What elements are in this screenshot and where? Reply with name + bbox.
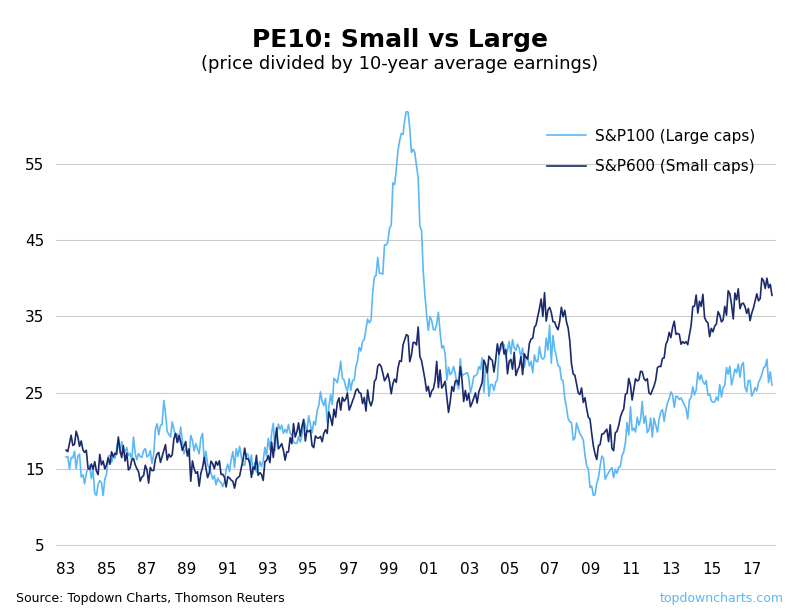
S&P600 (Small caps) xyxy=(738,300,748,307)
S&P100 (Large caps) xyxy=(767,381,777,389)
S&P600 (Small caps) xyxy=(378,369,388,376)
S&P600 (Small caps) xyxy=(230,484,239,492)
Line: S&P600 (Small caps): S&P600 (Small caps) xyxy=(66,278,772,488)
S&P100 (Large caps) xyxy=(414,174,423,182)
S&P100 (Large caps) xyxy=(646,414,655,422)
Line: S&P100 (Large caps): S&P100 (Large caps) xyxy=(66,111,772,495)
Text: (price divided by 10-year average earnings): (price divided by 10-year average earnin… xyxy=(202,55,598,74)
S&P100 (Large caps) xyxy=(299,415,309,422)
Text: topdowncharts.com: topdowncharts.com xyxy=(660,592,784,605)
Text: Source: Topdown Charts, Thomson Reuters: Source: Topdown Charts, Thomson Reuters xyxy=(16,592,285,605)
S&P100 (Large caps) xyxy=(378,270,388,278)
S&P100 (Large caps) xyxy=(62,453,71,460)
S&P600 (Small caps) xyxy=(299,416,309,424)
S&P100 (Large caps) xyxy=(85,462,94,469)
S&P600 (Small caps) xyxy=(757,274,766,282)
S&P600 (Small caps) xyxy=(644,389,654,397)
S&P600 (Small caps) xyxy=(412,341,422,349)
S&P600 (Small caps) xyxy=(85,466,94,473)
S&P600 (Small caps) xyxy=(62,446,71,454)
S&P100 (Large caps) xyxy=(92,492,102,499)
Text: PE10: Small vs Large: PE10: Small vs Large xyxy=(252,28,548,52)
S&P600 (Small caps) xyxy=(767,292,777,299)
S&P100 (Large caps) xyxy=(402,107,411,114)
S&P100 (Large caps) xyxy=(740,384,750,391)
Legend: S&P100 (Large caps), S&P600 (Small caps): S&P100 (Large caps), S&P600 (Small caps) xyxy=(542,123,761,180)
